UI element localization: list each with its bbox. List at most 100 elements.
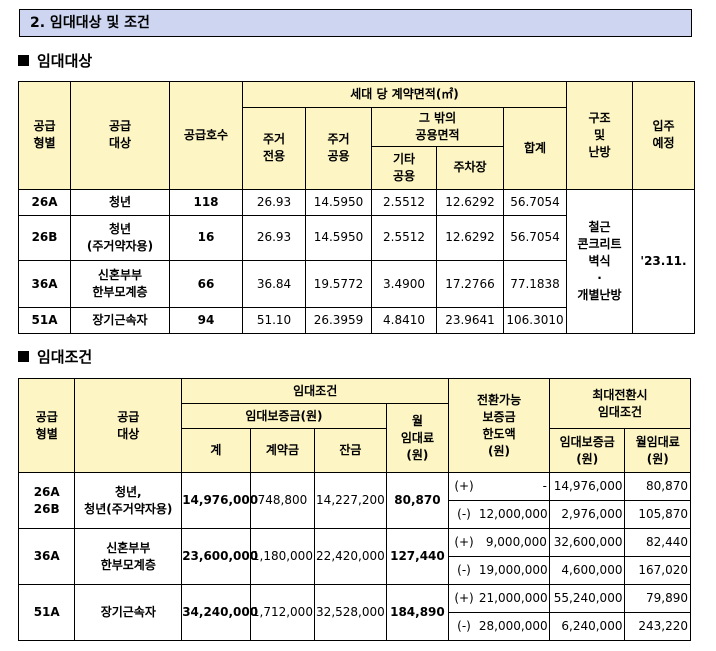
header-type-text: 공급 형별 [33,119,56,151]
cell-units: 94 [169,307,243,334]
cell-target: 청년 [70,188,170,216]
cell-balance: 32,528,000 [314,584,387,641]
cell-target-text: 신혼부부 한부모계층 [92,268,148,300]
cell-etc: 2.5512 [371,214,437,261]
cell-max-deposit: 55,240,000 [548,584,626,613]
header-max-conversion: 최대전환시 임대조건 [548,378,692,429]
cell-monthly: 127,440 [385,528,450,585]
table-row: 51A 장기근속자 34,240,000 1,712,000 32,528,00… [17,584,691,641]
cell-target: 신혼부부 한부모계층 [74,528,183,585]
cell-max-deposit: 14,976,000 [548,472,626,501]
heading-rental-conditions: 임대조건 [18,346,92,367]
cell-contract: 748,800 [249,472,316,529]
header-max-conversion-text: 최대전환시 임대조건 [592,387,648,419]
cell-type: 26A [18,188,71,216]
cell-parking: 12.6292 [436,214,504,261]
header-move-in-text: 입주 예정 [652,119,675,151]
cell-total: 56.7054 [503,188,567,216]
cell-max-monthly: 80,870 [624,472,691,501]
header-monthly-rent: 월 임대료 (원) [385,403,450,473]
cell-exclusive: 26.93 [242,214,306,261]
cell-max-monthly: 167,020 [624,556,691,585]
cell-move-in: '23.11. [632,188,695,335]
header-deposit: 임대보증금(원) [181,403,387,429]
header-target-text: 공급 대상 [108,119,132,151]
header-structure-text: 구조 및 난방 [588,110,611,159]
cell-units: 118 [169,188,243,216]
header-move-in: 입주 예정 [632,81,695,190]
cell-parking: 12.6292 [436,188,504,216]
header-exclusive: 주거 전용 [242,106,306,190]
cell-common: 14.5950 [305,188,372,216]
header-target: 공급 대상 [70,81,170,190]
cell-target: 청년, 청년(주거약자용) [74,472,183,529]
header-monthly-rent-text: 월 임대료 (원) [400,413,434,462]
cell-balance: 22,420,000 [314,528,387,585]
cell-target: 장기근속자 [74,584,183,641]
cell-target-text: 청년 (주거약자용) [86,221,154,253]
cell-convertible: 12,000,000 [478,500,550,529]
cell-type: 26B [18,214,71,261]
cell-sign: (+) [448,472,479,501]
cell-etc: 3.4900 [371,259,437,309]
cell-units: 16 [169,214,243,261]
cell-max-deposit: 2,976,000 [548,500,626,529]
header-etc-common: 기타 공용 [371,145,437,190]
cell-total: 106.3010 [503,307,567,334]
table-row: 26B 청년 (주거약자용) 16 26.93 14.5950 2.5512 1… [18,214,695,261]
cell-parking: 17.2766 [436,259,504,309]
cell-target: 청년 (주거약자용) [70,214,170,261]
cell-etc: 4.8410 [371,307,437,334]
cell-target: 신혼부부 한부모계층 [70,259,170,309]
cell-common: 26.3959 [305,307,372,334]
header-other-common: 그 밖의 공용면적 [371,106,504,147]
cell-convertible: 19,000,000 [478,556,550,585]
cell-target: 장기근속자 [70,307,170,334]
header-contract: 계약금 [249,428,316,473]
cell-convertible: - [478,472,550,501]
cell-type-text: 26A 26B [33,484,60,516]
heading-text: 임대대상 [37,52,93,70]
cell-convertible: 21,000,000 [478,584,550,613]
header-balance: 잔금 [314,428,387,473]
cell-max-deposit: 4,600,000 [548,556,626,585]
header-units: 공급호수 [169,81,243,190]
cell-monthly: 80,870 [385,472,450,529]
header-type-text: 공급 형별 [35,409,58,441]
header-parking: 주차장 [436,145,504,190]
cell-max-deposit: 32,600,000 [548,528,626,557]
square-bullet-icon [18,55,29,66]
header-exclusive-text: 주거 전용 [262,132,286,164]
table-row: 36A 신혼부부 한부모계층 23,600,000 1,180,000 22,4… [17,528,691,585]
cell-sign: (-) [448,612,479,641]
table-row: (-) 12,000,000 2,976,000 105,870 [19,500,691,529]
header-common: 주거 공용 [305,106,372,190]
header-structure: 구조 및 난방 [566,81,633,190]
cell-max-monthly: 243,220 [624,612,691,641]
header-max-deposit-text: 임대보증금 (원) [559,434,615,466]
cell-common: 14.5950 [305,214,372,261]
cell-contract: 1,712,000 [249,584,316,641]
cell-exclusive: 51.10 [242,307,306,334]
heading-rental-target: 임대대상 [18,50,92,71]
cell-type: 51A [18,307,71,334]
cell-type: 36A [17,528,76,585]
header-other-common-text: 그 밖의 공용면적 [415,110,460,142]
header-sum: 계 [181,428,251,473]
cell-sum: 34,240,000 [181,584,258,641]
cell-sign: (+) [448,528,479,557]
cell-sum: 14,976,000 [181,472,258,529]
table-row: (-) 19,000,000 4,600,000 167,020 [19,556,691,585]
cell-balance: 14,227,200 [314,472,387,529]
section-title: 2. 임대대상 및 조건 [19,9,692,37]
cell-sum: 23,600,000 [181,528,258,585]
table-row: 26A 청년 118 26.93 14.5950 2.5512 12.6292 … [18,188,695,335]
header-conditions: 임대조건 [181,378,450,404]
header-max-monthly: 월임대료 (원) [624,428,691,473]
table-row: (-) 28,000,000 6,240,000 243,220 [19,612,691,641]
structure-text: 철근 콘크리트 벽식 · 개별난방 [577,219,622,302]
cell-units: 66 [169,259,243,309]
cell-type: 26A 26B [17,472,76,529]
header-target-text: 공급 대상 [117,409,140,441]
header-common-text: 주거 공용 [327,132,350,164]
